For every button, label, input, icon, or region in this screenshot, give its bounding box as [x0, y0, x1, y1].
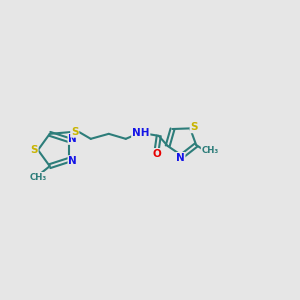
Text: S: S: [190, 122, 198, 132]
Text: N: N: [176, 153, 184, 163]
Text: NH: NH: [132, 128, 149, 138]
Text: S: S: [30, 145, 38, 155]
Text: O: O: [152, 149, 161, 159]
Text: N: N: [68, 156, 77, 166]
Text: CH₃: CH₃: [202, 146, 219, 155]
Text: S: S: [71, 127, 79, 137]
Text: CH₃: CH₃: [30, 173, 47, 182]
Text: N: N: [68, 134, 77, 144]
